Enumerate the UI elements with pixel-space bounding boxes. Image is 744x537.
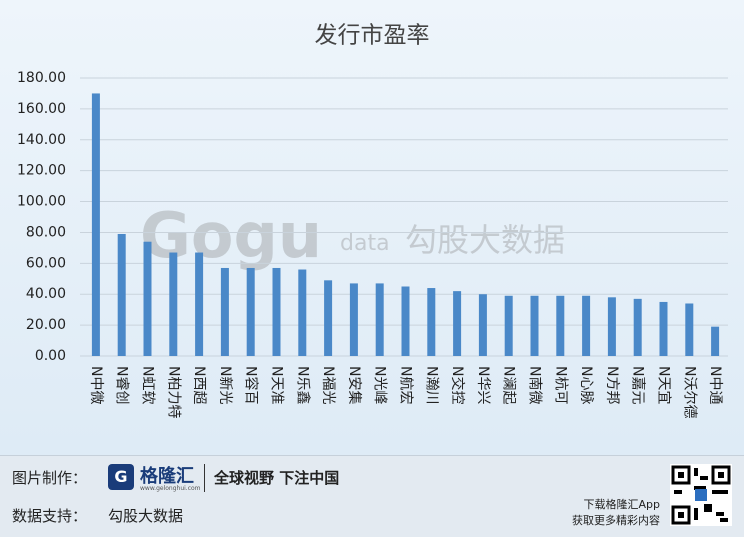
x-tick-label: N光峰 <box>372 366 388 404</box>
x-tick-label: N中通 <box>707 366 723 404</box>
brand-url: www.gelonghui.com <box>140 485 201 492</box>
x-tick-label: N容百 <box>243 366 260 404</box>
bar <box>324 280 333 356</box>
x-tick-label: N睿创 <box>114 366 130 404</box>
bar <box>246 267 255 356</box>
x-tick-label: N福光 <box>320 366 336 404</box>
bar <box>453 291 462 356</box>
y-tick-label: 80.00 <box>26 224 66 240</box>
x-tick-label: N心脉 <box>578 366 594 404</box>
x-tick-label: N天准 <box>269 366 285 404</box>
bar <box>349 283 358 356</box>
bar <box>556 295 565 356</box>
bar <box>143 241 152 356</box>
brand-icon: G <box>108 464 134 490</box>
bar <box>427 288 436 356</box>
watermark-name: 勾股大数据 <box>405 221 565 259</box>
y-tick-label: 140.00 <box>17 132 66 148</box>
bar <box>633 298 642 356</box>
x-tick-label: N天宜 <box>656 366 672 404</box>
bar <box>711 326 720 356</box>
bar <box>298 269 307 356</box>
bar <box>169 252 178 356</box>
x-tick-label: N中微 <box>88 366 104 404</box>
x-tick-label: N柏力特 <box>165 366 181 418</box>
bar <box>530 295 539 356</box>
bar <box>504 295 513 356</box>
y-tick-label: 160.00 <box>17 101 66 117</box>
data-source: 勾股大数据 <box>108 507 184 525</box>
x-tick-label: N虹软 <box>140 366 156 404</box>
x-tick-label: N方邦 <box>604 366 620 404</box>
x-tick-label: N交控 <box>449 366 466 404</box>
bar <box>117 233 126 356</box>
x-tick-label: N安集 <box>346 366 363 404</box>
y-tick-label: 0.00 <box>35 348 66 364</box>
bar <box>582 295 591 356</box>
y-tick-label: 20.00 <box>26 317 66 333</box>
bar <box>478 294 487 356</box>
x-tick-label: N航宏 <box>398 366 414 404</box>
slogan: 全球视野 下注中国 <box>214 469 340 487</box>
bar <box>685 303 694 356</box>
watermark: Gogu data 勾股大数据 <box>140 199 565 272</box>
x-tick-label: N新光 <box>217 366 233 404</box>
y-tick-label: 180.00 <box>17 70 66 86</box>
qr-code <box>670 464 732 526</box>
chart-title: 发行市盈率 <box>315 23 430 49</box>
bar <box>659 301 668 356</box>
brand: 格隆汇 <box>140 466 194 487</box>
bar <box>607 297 616 356</box>
x-tick-label: N乐鑫 <box>294 366 311 404</box>
y-tick-label: 40.00 <box>26 286 66 302</box>
bar <box>401 286 410 356</box>
y-tick-label: 60.00 <box>26 255 66 271</box>
bar <box>91 93 100 356</box>
bar <box>220 267 229 356</box>
bar <box>195 252 204 356</box>
x-tick-label: N杭可 <box>552 366 568 404</box>
watermark-logo: Gogu <box>140 199 322 272</box>
data-label: 数据支持： <box>12 507 88 525</box>
bar <box>375 283 384 356</box>
bar <box>272 267 281 356</box>
y-tick-label: 120.00 <box>17 163 66 179</box>
x-tick-label: N瀚川 <box>423 366 439 404</box>
made-by-label: 图片制作： <box>12 469 88 487</box>
x-tick-label: N沃尔德 <box>681 366 697 418</box>
more-text: 获取更多精彩内容 <box>572 514 660 527</box>
x-tick-label: N华兴 <box>475 366 491 404</box>
chart: 发行市盈率 Gogu data 勾股大数据 0.00 20.00 40.00 60.0… <box>17 23 728 418</box>
x-tick-label: N西超 <box>191 366 207 404</box>
download-text: 下载格隆汇App <box>583 498 661 511</box>
x-tick-label: N南微 <box>527 366 543 404</box>
watermark-suffix: data <box>340 231 390 256</box>
x-tick-label: N嘉元 <box>630 366 646 404</box>
y-tick-label: 100.00 <box>17 194 66 210</box>
x-tick-label: N澜起 <box>501 366 517 404</box>
divider <box>204 464 205 492</box>
